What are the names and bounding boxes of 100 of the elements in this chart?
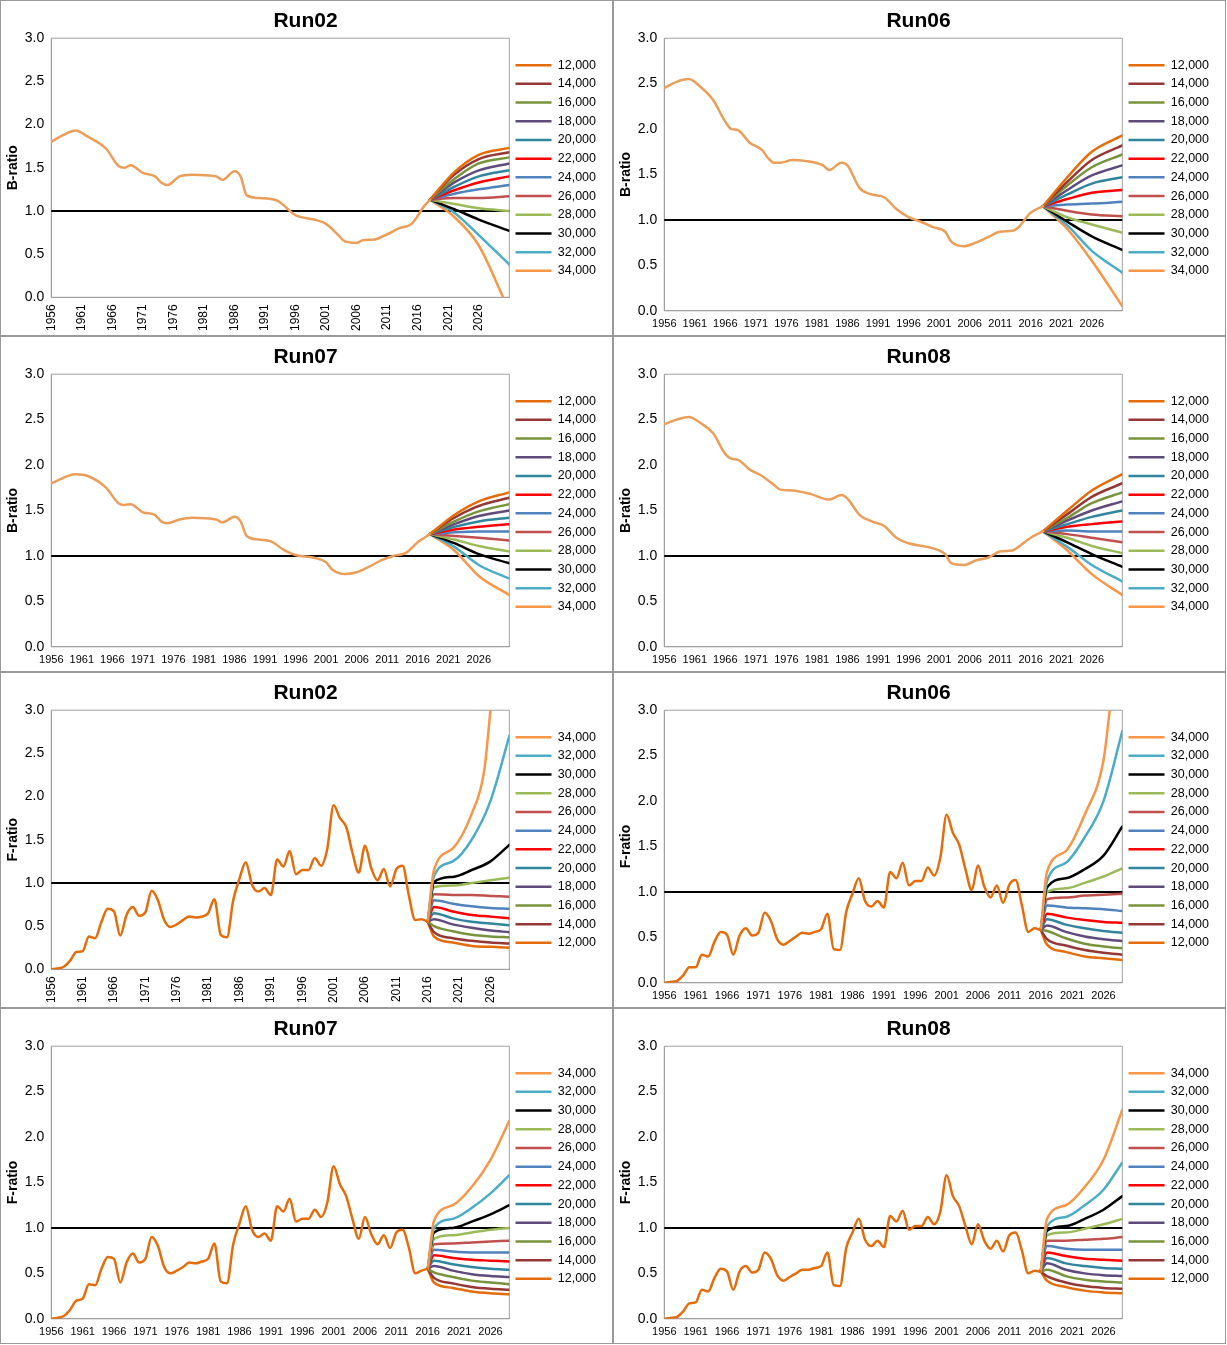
x-tick-label: 1991 <box>257 303 272 332</box>
y-tick-label: 1.0 <box>637 1218 658 1235</box>
x-tick-label: 2006 <box>965 989 991 1002</box>
y-tick-label: 0.5 <box>637 256 658 273</box>
legend-label: 14,000 <box>557 1252 597 1267</box>
x-tick-label: 1976 <box>777 1325 802 1338</box>
y-tick-label: 2.5 <box>24 744 45 761</box>
y-tick-label: 0.5 <box>637 1264 658 1281</box>
y-tick-label: 3.0 <box>637 701 658 718</box>
y-tick-label: 0.0 <box>24 960 45 977</box>
x-tick-label: 1976 <box>777 989 802 1002</box>
x-tick-label: 1961 <box>70 1325 95 1338</box>
x-tick-label: 1981 <box>200 975 215 1004</box>
x-tick-label: 1986 <box>222 653 247 666</box>
x-tick-label: 1991 <box>871 1325 897 1338</box>
x-tick-label: 1986 <box>835 317 860 330</box>
legend-label: 24,000 <box>1170 169 1210 184</box>
legend-label: 28,000 <box>557 207 597 222</box>
legend-label: 22,000 <box>1170 1177 1210 1192</box>
x-tick-label: 2001 <box>926 653 952 666</box>
legend-label: 12,000 <box>1170 393 1210 408</box>
x-tick-label: 1971 <box>130 653 156 666</box>
x-tick-label: 2021 <box>1059 989 1085 1002</box>
legend-label: 24,000 <box>557 505 597 520</box>
y-tick-label: 0.0 <box>637 637 658 654</box>
legend-label: 20,000 <box>1170 132 1210 147</box>
legend-label: 18,000 <box>1170 1215 1210 1230</box>
y-axis-title: B-ratio <box>617 487 634 534</box>
chart-title: Run07 <box>273 1016 338 1040</box>
legend-label: 16,000 <box>1170 431 1210 445</box>
legend-label: 32,000 <box>557 244 597 259</box>
x-tick-label: 1991 <box>865 317 891 330</box>
y-tick-label: 2.0 <box>637 1127 658 1144</box>
x-tick-label: 1956 <box>43 975 58 1004</box>
chart-title: Run06 <box>886 680 951 704</box>
legend-label: 18,000 <box>557 1215 597 1230</box>
legend-label: 24,000 <box>1170 1159 1210 1174</box>
legend-label: 14,000 <box>1170 412 1210 427</box>
x-tick-label: 2001 <box>934 989 959 1002</box>
legend-label: 12,000 <box>557 57 597 72</box>
x-tick-label: 1996 <box>903 989 928 1002</box>
x-tick-label: 1956 <box>652 989 677 1002</box>
legend-label: 28,000 <box>557 785 597 800</box>
x-tick-label: 1971 <box>746 1325 771 1338</box>
x-tick-label: 2001 <box>318 303 333 332</box>
y-axis-title: B-ratio <box>4 487 21 534</box>
x-tick-label: 2001 <box>926 317 952 330</box>
x-tick-label: 2016 <box>1018 317 1043 330</box>
chart-title: Run07 <box>273 344 338 368</box>
y-tick-label: 2.5 <box>24 1082 45 1099</box>
x-tick-label: 1961 <box>74 303 89 332</box>
x-tick-label: 2026 <box>1079 317 1105 330</box>
y-tick-label: 2.0 <box>24 787 45 804</box>
x-tick-label: 1996 <box>294 975 309 1004</box>
x-tick-label: 1961 <box>682 653 708 666</box>
legend-label: 32,000 <box>1170 1084 1210 1099</box>
y-tick-label: 0.5 <box>24 1264 45 1281</box>
legend-label: 18,000 <box>1170 449 1210 464</box>
x-tick-label: 2006 <box>357 975 372 1004</box>
y-tick-label: 1.0 <box>24 201 45 218</box>
legend-label: 18,000 <box>557 449 597 464</box>
x-tick-label: 2026 <box>1091 1325 1116 1338</box>
legend-label: 14,000 <box>557 76 597 91</box>
x-tick-label: 1996 <box>283 653 308 666</box>
x-tick-label: 1961 <box>69 653 95 666</box>
chart-title: Run02 <box>273 8 338 32</box>
legend-label: 20,000 <box>557 1196 597 1211</box>
legend-label: 16,000 <box>557 95 597 109</box>
x-tick-label: 1966 <box>104 303 119 332</box>
legend-label: 20,000 <box>1170 468 1210 483</box>
y-tick-label: 3.0 <box>637 29 658 46</box>
legend-label: 24,000 <box>557 1159 597 1174</box>
y-tick-label: 2.5 <box>24 410 45 427</box>
legend-label: 28,000 <box>1170 543 1210 558</box>
y-tick-label: 0.0 <box>637 301 658 318</box>
legend-label: 28,000 <box>557 543 597 558</box>
legend-label: 34,000 <box>557 1065 597 1080</box>
legend-label: 34,000 <box>1170 263 1210 278</box>
y-axis-title: F-ratio <box>617 1160 634 1205</box>
y-tick-label: 3.0 <box>24 1037 45 1054</box>
legend-label: 16,000 <box>1170 1233 1210 1248</box>
x-tick-label: 2016 <box>420 975 435 1004</box>
x-tick-label: 2006 <box>957 653 982 666</box>
legend-label: 28,000 <box>1170 207 1210 222</box>
legend-label: 26,000 <box>557 804 597 819</box>
x-tick-label: 2016 <box>1028 1325 1053 1338</box>
y-tick-label: 2.0 <box>637 791 658 808</box>
x-tick-label: 1986 <box>226 303 241 332</box>
y-tick-label: 1.5 <box>24 1173 45 1190</box>
y-tick-label: 1.0 <box>24 1218 45 1235</box>
legend-label: 32,000 <box>557 1084 597 1099</box>
x-tick-label: 1991 <box>263 975 278 1004</box>
legend-label: 30,000 <box>1170 767 1210 781</box>
y-tick-label: 2.0 <box>24 115 45 132</box>
x-tick-label: 1966 <box>714 1325 740 1338</box>
x-tick-label: 2021 <box>446 1325 472 1338</box>
x-tick-label: 1961 <box>682 317 708 330</box>
y-tick-label: 1.0 <box>24 546 45 563</box>
legend-label: 14,000 <box>1170 1252 1210 1267</box>
x-tick-label: 1981 <box>804 317 830 330</box>
